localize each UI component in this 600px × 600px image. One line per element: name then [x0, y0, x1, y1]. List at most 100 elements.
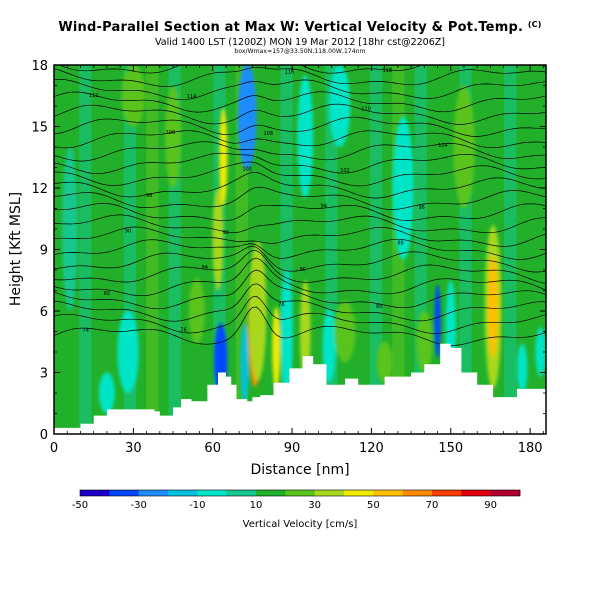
y-tick-label: 18: [31, 59, 48, 74]
colorbar-segment: [461, 490, 491, 496]
colorbar: -50 -30 -10 10 30 50 70 90: [72, 489, 521, 511]
velocity-cell: [376, 341, 393, 383]
theta-contour: [54, 295, 546, 334]
velocity-cell: [61, 147, 78, 311]
y-tick-label: 9: [40, 244, 48, 259]
theta-contour-label: 80: [376, 304, 382, 310]
field-streak: [101, 65, 114, 434]
theta-contour-label: 78: [278, 302, 284, 308]
velocity-cell: [188, 278, 205, 344]
theta-contour: [54, 238, 546, 260]
chart-subtitle-secondary: box/Wmax=157@33.50N,118.00W,174nm: [234, 48, 366, 55]
theta-contour: [54, 79, 546, 101]
field-streak: [504, 65, 517, 434]
y-axis-label: Height [Kft MSL]: [8, 192, 24, 306]
colorbar-tick-label: 90: [484, 500, 497, 511]
x-tick-label: 30: [125, 441, 142, 456]
theta-contour: [58, 65, 546, 74]
theta-contours: [54, 30, 546, 346]
colorbar-segment: [138, 490, 169, 496]
velocity-cell: [434, 284, 441, 359]
theta-contour: [54, 161, 546, 187]
theta-contour: [54, 130, 546, 149]
colorbar-tick-label: 10: [250, 500, 263, 511]
theta-contour: [54, 306, 546, 346]
field-streak: [369, 65, 383, 434]
velocity-cell: [248, 241, 267, 381]
theta-contour-label: 110: [361, 106, 371, 112]
theta-contour-label: 76: [180, 328, 186, 334]
theta-contour-label: 114: [187, 94, 197, 100]
colorbar-tick-label: -10: [189, 500, 205, 511]
theta-contour-label: 122: [208, 33, 218, 39]
colorbar-segment: [168, 490, 198, 496]
theta-contour-label: 102: [340, 168, 350, 174]
velocity-cell: [488, 255, 498, 359]
x-tick-label: 60: [204, 441, 221, 456]
colorbar-segment: [226, 490, 257, 496]
velocity-cell: [416, 311, 433, 373]
velocity-cell: [240, 323, 249, 406]
theta-contour: [54, 172, 546, 199]
theta-contour-label: 84: [202, 265, 208, 271]
colorbar-label: Vertical Velocity [cm/s]: [243, 519, 358, 530]
field-streak: [526, 65, 539, 434]
theta-contour-label: 74: [83, 328, 89, 334]
theta-contour-label: 104: [438, 143, 448, 149]
theta-contour: [54, 91, 546, 113]
x-tick-label: 120: [359, 441, 384, 456]
colorbar-segment: [402, 490, 433, 496]
theta-contour: [54, 226, 546, 247]
y-tick-label: 15: [31, 121, 48, 136]
theta-contour: [54, 103, 546, 125]
theta-contour-label: 96: [418, 205, 424, 211]
theta-contour-label: 90: [125, 228, 131, 234]
theta-contour: [54, 269, 546, 310]
velocity-cell: [237, 65, 257, 170]
theta-contour: [54, 42, 546, 62]
theta-contour: [54, 152, 546, 174]
chart-subtitle: Valid 1400 LST (1200Z) MON 19 Mar 2012 […: [155, 37, 445, 48]
velocity-cell: [121, 65, 146, 127]
x-axis-label: Distance [nm]: [250, 462, 349, 478]
chart-title-text: Wind-Parallel Section at Max W: Vertical…: [58, 20, 524, 35]
colorbar-segment: [314, 490, 345, 496]
chart-title: Wind-Parallel Section at Max W: Vertical…: [0, 20, 600, 35]
colorbar-segment: [256, 490, 286, 496]
velocity-cell: [392, 116, 414, 260]
field-streak: [79, 65, 92, 434]
theta-contour-label: 120: [110, 57, 120, 63]
velocity-cell: [453, 85, 475, 209]
theta-contour: [54, 30, 546, 50]
terrain-profile: [54, 343, 546, 434]
theta-contour-label: 86: [299, 267, 305, 273]
theta-contour: [54, 203, 546, 222]
velocity-cell: [272, 306, 281, 389]
terrain: [54, 343, 546, 434]
x-tick-label: 0: [50, 441, 58, 456]
colorbar-segment: [490, 490, 521, 496]
theta-contour-label: 106: [166, 130, 176, 136]
velocity-cell: [219, 108, 228, 207]
colorbar-segment: [373, 490, 403, 496]
y-tick-label: 3: [40, 367, 48, 382]
colorbar-tick-label: 50: [367, 500, 380, 511]
theta-contour-label: 112: [89, 93, 99, 99]
theta-contour: [54, 245, 546, 273]
x-tick-label: 90: [284, 441, 301, 456]
colorbar-segment: [109, 490, 139, 496]
x-tick-label: 150: [438, 441, 463, 456]
colorbar-segment: [197, 490, 227, 496]
colorbar-segment: [285, 490, 315, 496]
velocity-cell: [117, 311, 139, 393]
theta-contour-label: 92: [223, 230, 229, 236]
axes: 0 30 60 90 120 150 180 0 3 6 9 12 15 18: [31, 59, 546, 456]
colorbar-segment: [80, 490, 110, 496]
velocity-cell: [516, 343, 528, 393]
theta-contour-label: 88: [397, 240, 403, 246]
velocity-cell: [165, 85, 181, 188]
colorbar-segment: [344, 490, 374, 496]
field-streak: [146, 65, 159, 434]
plot-area: 74 76 78 80 82 84 86 88 90 92 94 96 98 100 102 104 106 10…: [54, 30, 546, 434]
